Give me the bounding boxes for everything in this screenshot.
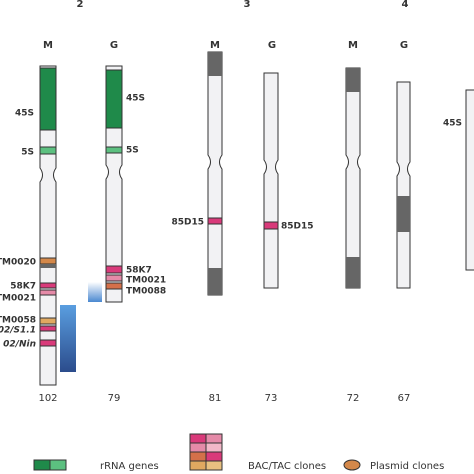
chr-label: G xyxy=(400,40,408,51)
chromosome-3g: 85D15 xyxy=(263,72,314,289)
annotation: 02/S1.1 xyxy=(0,326,36,336)
length: 72 xyxy=(347,393,360,404)
chr-label: G xyxy=(110,40,118,51)
annotation: 5S xyxy=(126,146,139,156)
length: 73 xyxy=(265,393,278,404)
annotation: 58K7 xyxy=(126,266,152,276)
legend-label: BAC/TAC clones xyxy=(248,461,326,472)
group-label: 2 xyxy=(77,0,84,10)
legend-label: rRNA genes xyxy=(100,461,159,472)
group-labels: 2 3 4 xyxy=(77,0,409,10)
chromosome-3m: 85D15 xyxy=(171,51,223,296)
length: 102 xyxy=(38,393,57,404)
annotation: TM0058 xyxy=(0,316,36,326)
annotation: 85D15 xyxy=(281,222,314,232)
annotation: 45S xyxy=(15,109,34,119)
annotation: 45S xyxy=(126,94,145,104)
chromosome-2m: 45S 5S TM0020 58K7 TM0021 TM0058 02/S1.1… xyxy=(0,65,102,386)
chromosome-2g: 45S 5S 58K7 TM0021 TM0088 xyxy=(105,65,166,303)
length: 81 xyxy=(209,393,222,404)
length: 67 xyxy=(398,393,411,404)
annotation: 02/Nin xyxy=(3,340,36,350)
chr-label: M xyxy=(43,40,53,51)
annotation: 58K7 xyxy=(10,282,36,292)
annotation: TM0020 xyxy=(0,258,36,268)
annotation: TM0088 xyxy=(126,287,166,297)
legend-label: Plasmid clones xyxy=(370,461,444,472)
chr-label: M xyxy=(348,40,358,51)
annotation: TM0021 xyxy=(0,294,36,304)
chromosome-partial: 45S xyxy=(443,89,474,271)
annotation: 45S xyxy=(443,119,462,129)
legend: rRNA genes BAC/TAC clones Plasmid clones xyxy=(33,433,444,472)
group-label: 4 xyxy=(402,0,409,10)
length: 79 xyxy=(108,393,121,404)
annotation: 85D15 xyxy=(171,218,204,228)
chromosome-labels: M G M G M G xyxy=(43,40,408,51)
annotation: 5S xyxy=(21,148,34,158)
chromosome-4g xyxy=(396,81,411,289)
chr-label: G xyxy=(268,40,276,51)
chr-label: M xyxy=(210,40,220,51)
group-label: 3 xyxy=(244,0,251,10)
chromosome-4m xyxy=(345,67,361,289)
annotation: TM0021 xyxy=(126,276,166,286)
lengths: 102 79 81 73 72 67 xyxy=(38,393,410,404)
